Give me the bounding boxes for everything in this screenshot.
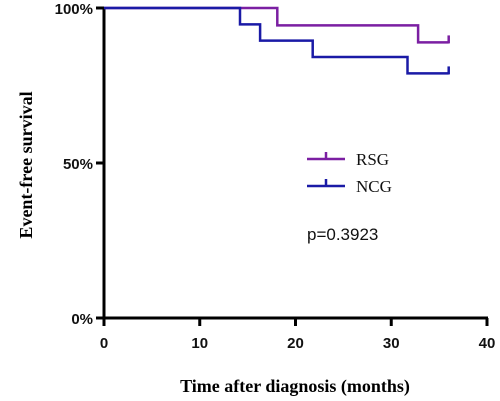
x-tick-label: 10 <box>191 335 208 352</box>
p-value-annotation: p=0.3923 <box>307 225 378 244</box>
y-axis-title: Event-free survival <box>16 91 36 238</box>
x-tick-label: 20 <box>287 335 304 352</box>
legend: RSG NCG <box>307 150 392 196</box>
series-line-ncg <box>104 6 449 75</box>
y-tick-label: 0% <box>71 311 93 328</box>
y-tick-label: 100% <box>55 1 93 18</box>
series-lines <box>104 6 450 75</box>
legend-label-ncg: NCG <box>356 177 392 196</box>
legend-label-rsg: RSG <box>356 150 389 169</box>
x-tick-label: 30 <box>383 335 400 352</box>
axes: 0% 50% 100% 0 10 20 30 40 <box>55 1 496 352</box>
series-line-rsg <box>104 6 449 44</box>
y-tick-label: 50% <box>63 156 93 173</box>
x-tick-label: 0 <box>100 335 108 352</box>
x-axis-title: Time after diagnosis (months) <box>180 376 410 397</box>
x-tick-label: 40 <box>479 335 496 352</box>
